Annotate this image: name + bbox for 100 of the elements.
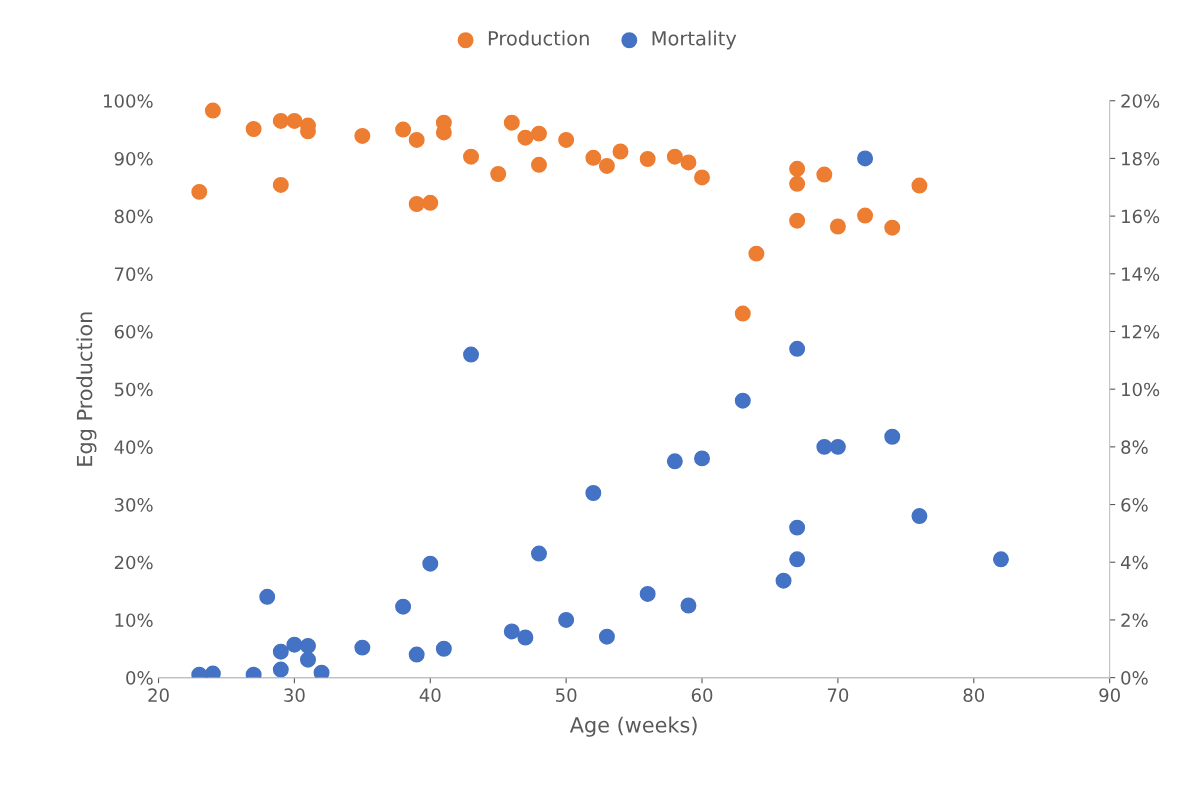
point xyxy=(463,346,480,363)
point xyxy=(829,218,846,235)
point xyxy=(503,114,520,131)
point xyxy=(598,628,615,645)
x-tick-label: 30 xyxy=(284,688,305,702)
point xyxy=(422,194,439,211)
point xyxy=(694,450,711,467)
legend-label: Production xyxy=(488,30,589,46)
point xyxy=(666,148,683,165)
x-tick-label: 20 xyxy=(148,688,169,702)
point xyxy=(585,149,602,166)
y2-tick-label: 0% xyxy=(1121,671,1148,685)
y-tick-label: 20% xyxy=(114,555,153,570)
point xyxy=(694,169,711,186)
point xyxy=(680,597,697,614)
point xyxy=(272,643,289,660)
point xyxy=(530,156,547,173)
point xyxy=(789,212,806,229)
x-tick-label: 90 xyxy=(1099,688,1120,702)
point xyxy=(639,151,656,167)
point xyxy=(911,508,928,525)
point xyxy=(272,176,289,193)
point xyxy=(191,183,208,200)
point xyxy=(517,629,534,646)
point xyxy=(748,245,765,262)
point xyxy=(313,664,330,678)
point xyxy=(789,160,806,177)
point xyxy=(354,639,371,656)
x-tick-label: 70 xyxy=(827,688,849,702)
y2-tick-label: 14% xyxy=(1122,267,1160,281)
y2-tick-label: 10% xyxy=(1122,382,1160,397)
point xyxy=(435,640,452,657)
point xyxy=(204,665,221,678)
point xyxy=(884,428,901,445)
y-tick-label: 80% xyxy=(114,209,153,224)
x-tick-label: 50 xyxy=(556,688,577,702)
y-tick-label: 60% xyxy=(114,324,153,339)
point xyxy=(829,438,846,455)
y2-tick-label: 2% xyxy=(1121,613,1148,628)
y-tick-label: 40% xyxy=(114,440,153,454)
point xyxy=(911,177,928,194)
point xyxy=(395,121,412,138)
point xyxy=(204,102,221,119)
y-tick-label: 90% xyxy=(114,151,153,166)
y-tick-label: 100% xyxy=(104,94,153,108)
point xyxy=(816,166,833,183)
legend-label: Mortality xyxy=(652,30,737,50)
y2-tick-label: 6% xyxy=(1121,498,1148,512)
point xyxy=(530,125,547,142)
point xyxy=(272,661,289,678)
point xyxy=(884,219,901,236)
point xyxy=(558,611,575,628)
y2-tick-label: 12% xyxy=(1122,324,1160,339)
point xyxy=(354,127,371,144)
point xyxy=(286,636,303,653)
point xyxy=(300,651,316,668)
point xyxy=(558,131,575,148)
point xyxy=(734,392,751,409)
y-tick-label: 0% xyxy=(126,671,153,685)
point xyxy=(639,585,656,602)
y2-tick-label: 16% xyxy=(1122,209,1160,224)
x-tick-label: 40 xyxy=(419,688,441,702)
y-tick-label: 10% xyxy=(115,613,153,628)
y2-tick-label: 18% xyxy=(1122,151,1160,166)
point xyxy=(530,545,547,562)
y2-tick-label: 4% xyxy=(1120,555,1148,570)
point xyxy=(395,598,412,615)
point xyxy=(408,131,425,148)
point xyxy=(408,646,425,663)
y-tick-label: 70% xyxy=(115,267,153,281)
point xyxy=(517,129,534,146)
point xyxy=(789,519,806,536)
point xyxy=(585,485,602,501)
point xyxy=(612,143,629,160)
point xyxy=(463,148,480,165)
point xyxy=(598,157,615,174)
point xyxy=(286,112,303,129)
point xyxy=(816,438,833,455)
point xyxy=(300,637,316,654)
x-tick-label: 80 xyxy=(963,688,985,702)
point xyxy=(789,175,806,192)
y-tick-label: 50% xyxy=(114,382,153,397)
point xyxy=(857,150,874,167)
y2-tick-label: 20% xyxy=(1121,94,1160,108)
y-tick-label: 30% xyxy=(114,498,153,512)
point xyxy=(775,572,792,589)
point xyxy=(666,453,683,470)
point xyxy=(503,623,520,640)
x-axis-title: Age (weeks) xyxy=(569,716,697,737)
point xyxy=(422,555,439,572)
point xyxy=(259,588,276,605)
y-axis-title: Egg Production xyxy=(76,312,97,466)
point xyxy=(272,112,289,129)
point xyxy=(734,305,751,322)
point xyxy=(408,196,425,212)
point xyxy=(245,121,262,137)
y2-tick-label: 8% xyxy=(1121,440,1148,454)
point xyxy=(992,551,1009,568)
point xyxy=(789,551,806,568)
point xyxy=(680,154,697,171)
